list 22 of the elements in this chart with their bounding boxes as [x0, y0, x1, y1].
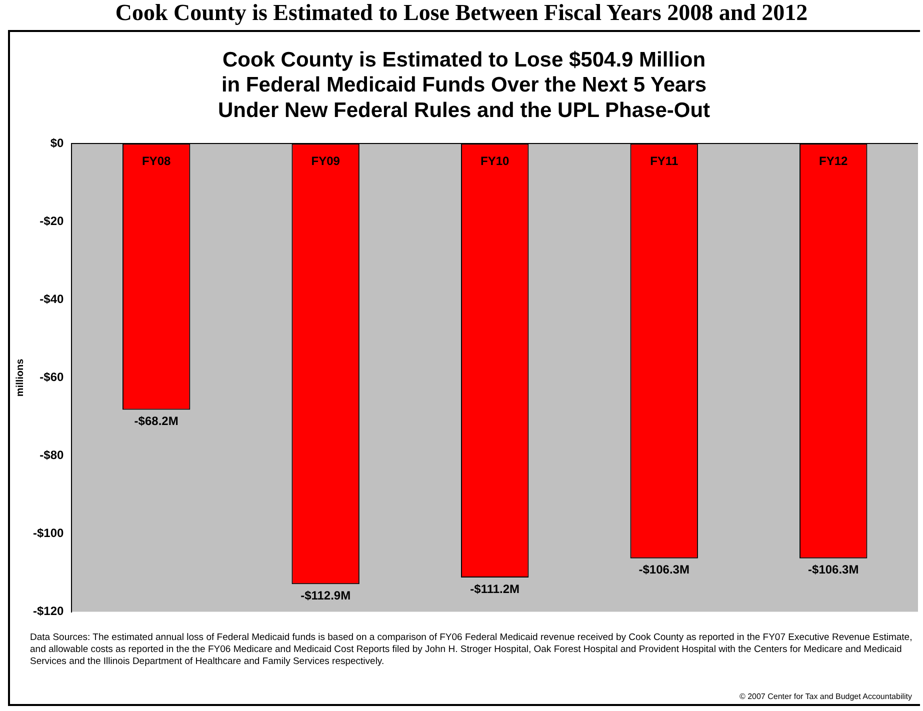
x-tick-label: FY08: [142, 154, 171, 168]
data-label: -$106.3M: [808, 562, 859, 577]
x-tick-label: FY09: [311, 154, 340, 168]
y-tick-label: $0: [50, 136, 64, 150]
y-tick-label: -$120: [32, 604, 64, 618]
text: Cook County is Estimated to Lose Between Fiscal Years 2008 and 2012: [114, 0, 809, 26]
data-label: -$106.3M: [638, 562, 690, 577]
x-tick-label: FY11: [650, 154, 678, 168]
data-label: -$111.2M: [470, 582, 520, 596]
x-tick-label: FY12: [819, 154, 848, 168]
text: © 2007 Center for Tax and Budget Accountability: [739, 692, 912, 701]
y-tick-label: -$20: [40, 214, 64, 228]
y-tick-label: -$60: [40, 370, 64, 384]
y-tick-label: -$80: [40, 448, 64, 462]
data-label: -$68.2M: [134, 414, 178, 428]
x-tick-label: FY10: [480, 154, 510, 168]
y-axis-title: millions: [14, 358, 26, 397]
y-tick-label: -$40: [40, 292, 64, 306]
text: Data Sources: The estimated annual loss of Federal Medicaid funds is based on a comparison of FY06 Federal Medicaid revenue received by Cook County as reported in the FY07 Executive Revenue Estimate, and allowable costs as reported in the the FY06 Medicare and Medicaid Cost Reports filed by John H. Stroger Hospital, Oak Forest Hospital and Provident Hospital with the Centers for Medicare and Medicaid Services and the Illinois Department of Healthcare and Family Services respectively.: [30, 632, 914, 668]
data-label: -$112.9M: [300, 588, 351, 602]
y-tick-label: -$100: [32, 526, 64, 540]
chart-title: Cook County is Estimated to Lose $504.9 Million in Federal Medicaid Funds Over the Next 5 Years Under New Federal Rules and the UPL Phase-Out: [218, 48, 710, 122]
